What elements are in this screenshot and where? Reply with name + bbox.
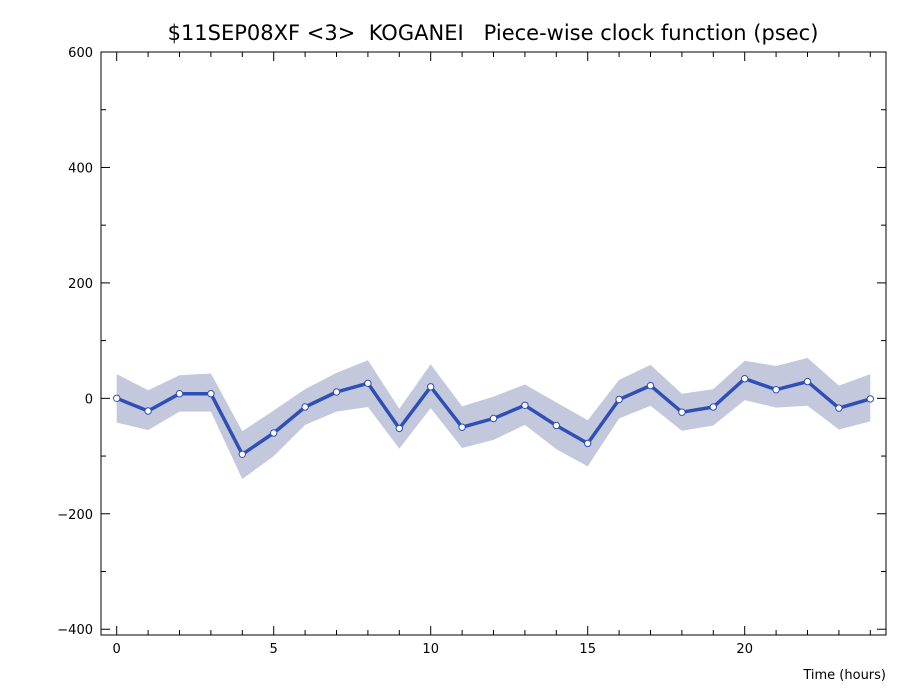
data-point — [332, 388, 341, 396]
data-point — [458, 423, 466, 431]
data-point — [364, 379, 372, 387]
plot-frame — [100, 51, 887, 636]
data-point — [835, 404, 843, 412]
data-point — [741, 375, 749, 383]
x-tick-label: 10 — [422, 642, 439, 657]
data-point — [207, 390, 215, 398]
data-point — [772, 386, 780, 394]
x-tick-label: 15 — [579, 642, 596, 657]
axis-layer: 0 5 10 15 20 −400 −200 0 200 400 600 — [57, 46, 886, 657]
x-axis-label: Time (hours) — [802, 668, 886, 683]
data-point — [646, 381, 655, 390]
y-tick-label: 400 — [68, 161, 93, 176]
y-tick-label: 600 — [68, 46, 93, 61]
data-point — [489, 414, 498, 423]
data-point — [678, 408, 686, 416]
data-point — [144, 407, 152, 415]
data-point — [113, 394, 121, 402]
data-point — [584, 439, 592, 448]
data-point — [238, 450, 247, 458]
data-point — [521, 401, 529, 409]
data-point — [552, 421, 560, 430]
y-tick-label: 200 — [68, 277, 93, 292]
x-tick-label: 5 — [270, 642, 278, 657]
data-point — [175, 390, 184, 398]
data-point-layer — [113, 375, 874, 458]
data-point — [395, 424, 403, 433]
data-point — [615, 395, 623, 404]
data-point — [866, 395, 874, 403]
y-tick-label: −200 — [57, 508, 93, 523]
data-point — [301, 403, 309, 411]
x-tick-label: 0 — [113, 642, 121, 657]
y-tick-label: −400 — [57, 623, 93, 638]
data-point — [270, 429, 278, 437]
data-point — [427, 383, 435, 391]
data-point — [709, 403, 717, 411]
chart-title: $11SEP08XF <3> KOGANEI Piece-wise clock … — [168, 21, 819, 45]
y-tick-label: 0 — [85, 392, 93, 407]
data-point — [803, 377, 812, 386]
x-tick-label: 20 — [736, 642, 753, 657]
